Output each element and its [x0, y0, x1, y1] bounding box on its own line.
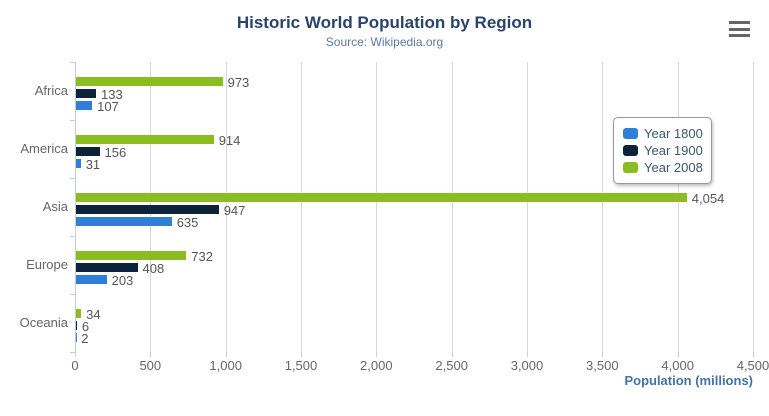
- bar[interactable]: [76, 217, 172, 226]
- y-axis-tick: [70, 352, 75, 353]
- category-label: Asia: [42, 199, 68, 214]
- x-tick-label: 2,000: [360, 358, 393, 373]
- x-tick-label: 2,500: [435, 358, 468, 373]
- bar[interactable]: [76, 321, 77, 330]
- bar[interactable]: [76, 159, 81, 168]
- y-axis-tick: [70, 120, 75, 121]
- x-axis-tick: [225, 352, 227, 357]
- bar-value-label: 203: [111, 272, 134, 288]
- legend-item[interactable]: Year 2008: [623, 159, 703, 176]
- x-axis-tick: [753, 352, 754, 357]
- x-tick-label: 3,500: [586, 358, 619, 373]
- legend-box: Year 1800 Year 1900 Year 2008: [613, 117, 712, 184]
- chart-title: Historic World Population by Region: [236, 13, 533, 32]
- y-axis-tick: [70, 178, 75, 179]
- x-tick-label: 1,000: [209, 358, 242, 373]
- legend-label: Year 2008: [644, 160, 703, 175]
- bar-value-label: 2: [81, 330, 89, 346]
- hamburger-menu-bar: [729, 21, 750, 24]
- bar-value-label: 914: [218, 132, 241, 148]
- legend-label: Year 1800: [644, 126, 703, 141]
- bar-value-label: 107: [97, 98, 119, 114]
- legend-swatch-icon: [623, 128, 638, 139]
- bar-value-label: 635: [176, 214, 199, 230]
- hamburger-menu-bar: [729, 34, 750, 37]
- y-axis-tick: [70, 236, 75, 237]
- bar[interactable]: [76, 263, 138, 272]
- y-axis-line: [75, 62, 76, 357]
- gridline: [753, 62, 754, 352]
- hamburger-menu-icon[interactable]: [729, 21, 750, 37]
- bar[interactable]: [76, 275, 107, 284]
- category-label: Oceania: [19, 315, 68, 330]
- gridline: [301, 62, 302, 352]
- bar-value-label: 408: [142, 260, 165, 276]
- legend-item[interactable]: Year 1800: [623, 125, 703, 142]
- gridline: [527, 62, 528, 352]
- gridline: [677, 62, 679, 352]
- bar-value-label: 6: [81, 318, 90, 334]
- hamburger-menu-bar: [729, 27, 750, 31]
- x-axis-tick: [527, 352, 528, 357]
- bar[interactable]: [76, 89, 96, 98]
- legend-swatch-icon: [623, 145, 638, 156]
- x-tick-label: 500: [139, 358, 162, 373]
- bar-value-label: 947: [223, 202, 246, 218]
- bar[interactable]: [76, 251, 187, 260]
- bar-value-label: 973: [227, 74, 250, 90]
- bar[interactable]: [76, 193, 687, 202]
- x-axis-tick: [451, 352, 453, 357]
- legend-item[interactable]: Year 1900: [623, 142, 703, 159]
- x-axis-title: Population (millions): [624, 373, 753, 388]
- bar-value-label: 4,054: [691, 190, 725, 206]
- category-label: Africa: [34, 83, 68, 98]
- x-tick-label: 1,500: [284, 358, 318, 373]
- x-tick-label: 0: [71, 358, 79, 373]
- y-axis-tick: [70, 62, 75, 63]
- x-axis-tick: [150, 352, 152, 357]
- gridline: [225, 62, 227, 352]
- bar-value-label: 133: [101, 86, 123, 102]
- x-axis-tick: [376, 352, 378, 357]
- bar[interactable]: [76, 77, 223, 86]
- x-tick-label: 3,000: [510, 358, 544, 373]
- bar[interactable]: [76, 205, 219, 214]
- bar-value-label: 34: [86, 306, 101, 322]
- x-axis-tick: [602, 352, 604, 357]
- legend-swatch-icon: [623, 162, 638, 173]
- y-axis-tick: [70, 294, 75, 295]
- chart-subtitle: Source: Wikipedia.org: [325, 35, 444, 49]
- x-axis-tick: [677, 352, 679, 357]
- gridline: [376, 62, 378, 352]
- bar-value-label: 156: [104, 144, 127, 160]
- bar-value-label: 732: [191, 248, 213, 264]
- gridline: [602, 62, 604, 352]
- bar[interactable]: [76, 135, 214, 144]
- bar[interactable]: [76, 101, 93, 110]
- x-axis-tick: [301, 352, 302, 357]
- x-tick-label: 4,500: [736, 358, 769, 373]
- category-label: America: [20, 141, 68, 156]
- x-tick-label: 4,000: [661, 358, 694, 373]
- bar-value-label: 31: [85, 156, 101, 172]
- bar[interactable]: [76, 147, 100, 156]
- bar[interactable]: [76, 309, 82, 318]
- legend-label: Year 1900: [644, 143, 703, 158]
- gridline: [451, 62, 453, 352]
- category-label: Europe: [26, 257, 68, 272]
